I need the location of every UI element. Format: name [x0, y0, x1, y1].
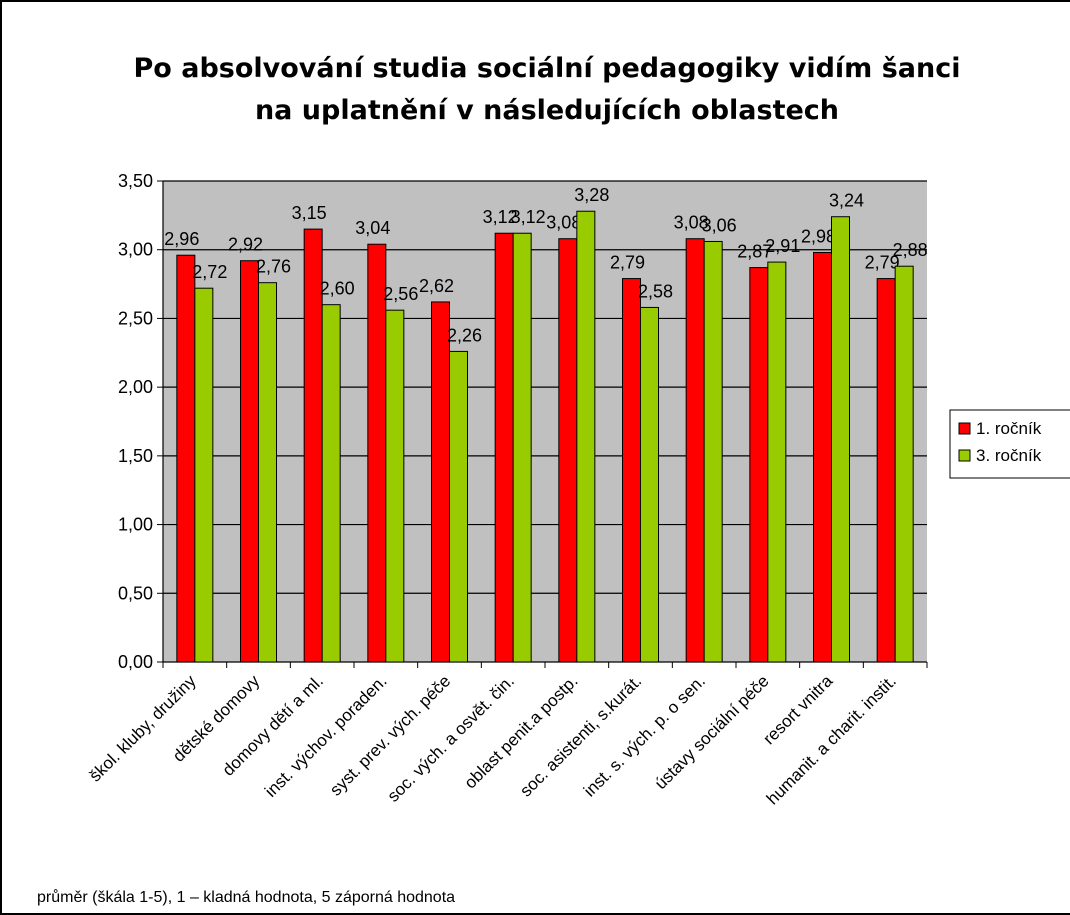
chart-title: Po absolvování studia sociální pedagogik… [62, 48, 1032, 132]
data-label: 2,26 [447, 325, 482, 345]
chart-title-line-2: na uplatnění v následujících oblastech [254, 95, 840, 126]
data-label: 2,72 [192, 262, 227, 282]
chart-footnote: průměr (škála 1-5), 1 – kladná hodnota, … [37, 889, 456, 906]
data-label: 2,98 [801, 226, 836, 246]
bar-2 [321, 304, 341, 663]
chart-title-line-1: Po absolvování studia sociální pedagogik… [133, 53, 961, 84]
bar-1 [240, 260, 259, 663]
data-label: 2,79 [865, 253, 900, 273]
bar-2 [512, 232, 532, 663]
data-label: 2,79 [610, 253, 645, 273]
x-category-label: soc. vých. a osvět. čin. [384, 671, 518, 805]
legend-swatch [958, 422, 971, 435]
y-tick-label: 0,50 [118, 583, 153, 603]
data-label: 2,56 [383, 284, 418, 304]
data-label: 3,04 [355, 218, 390, 238]
data-label: 2,96 [164, 229, 199, 249]
data-label: 3,12 [511, 207, 546, 227]
data-label: 2,87 [737, 242, 772, 262]
bar-1 [876, 278, 896, 663]
data-label: 3,06 [702, 215, 737, 235]
y-tick-label: 2,50 [118, 308, 153, 328]
x-category-label: oblast penit.a postp. [461, 671, 582, 792]
data-label: 3,24 [829, 191, 864, 211]
data-label: 2,60 [320, 279, 355, 299]
bar-2 [894, 265, 914, 663]
data-label: 2,76 [256, 257, 291, 277]
legend-label: 1. ročník [976, 419, 1042, 438]
legend-label: 3. ročník [976, 446, 1042, 465]
bar-2 [449, 350, 468, 663]
x-category-label: inst. výchov. poraden. [261, 671, 390, 800]
data-label: 2,88 [893, 240, 928, 260]
x-category-label: soc. asistenti, s.kurát. [516, 671, 645, 800]
data-label: 3,28 [574, 185, 609, 205]
bar-2 [385, 309, 405, 663]
bar-1 [494, 232, 514, 663]
data-label: 3,08 [674, 213, 709, 233]
legend-swatch [958, 449, 971, 462]
y-tick-label: 2,00 [118, 377, 153, 397]
y-tick-label: 1,00 [118, 515, 153, 535]
data-label: 3,08 [546, 213, 581, 233]
bar-2 [258, 282, 277, 663]
bar-1 [813, 251, 832, 663]
y-tick-label: 3,00 [118, 240, 153, 260]
data-label: 2,92 [228, 235, 263, 255]
plot-area [163, 181, 927, 662]
data-label: 3,15 [292, 203, 327, 223]
bar-1 [431, 301, 450, 663]
bar-1 [367, 243, 387, 663]
x-category-label: ústavy sociální péče [651, 671, 773, 793]
x-category-label: humanit. a charit. instit. [763, 671, 900, 808]
legend [949, 409, 1070, 479]
bar-2 [703, 240, 723, 663]
y-tick-label: 3,50 [118, 171, 153, 191]
bar-1 [685, 238, 705, 663]
bar-1 [749, 267, 769, 663]
bar-2 [640, 306, 659, 663]
bar-2 [194, 287, 214, 663]
x-category-label: inst. s. vých. p. o sen. [580, 671, 709, 800]
data-label: 2,62 [419, 276, 454, 296]
bar-2 [767, 261, 787, 663]
data-label: 2,91 [765, 236, 800, 256]
y-tick-label: 0,00 [118, 652, 153, 672]
bar-2 [576, 210, 596, 663]
bar-2 [831, 216, 850, 663]
bar-1 [622, 278, 641, 663]
data-label: 2,58 [638, 281, 673, 301]
y-tick-label: 1,50 [118, 446, 153, 466]
data-label: 3,12 [483, 207, 518, 227]
bar-1 [176, 254, 196, 663]
bar-1 [558, 238, 578, 663]
x-category-label: škol. kluby, družiny [86, 671, 200, 785]
x-category-label: syst. prev. vých. péče [326, 671, 454, 799]
